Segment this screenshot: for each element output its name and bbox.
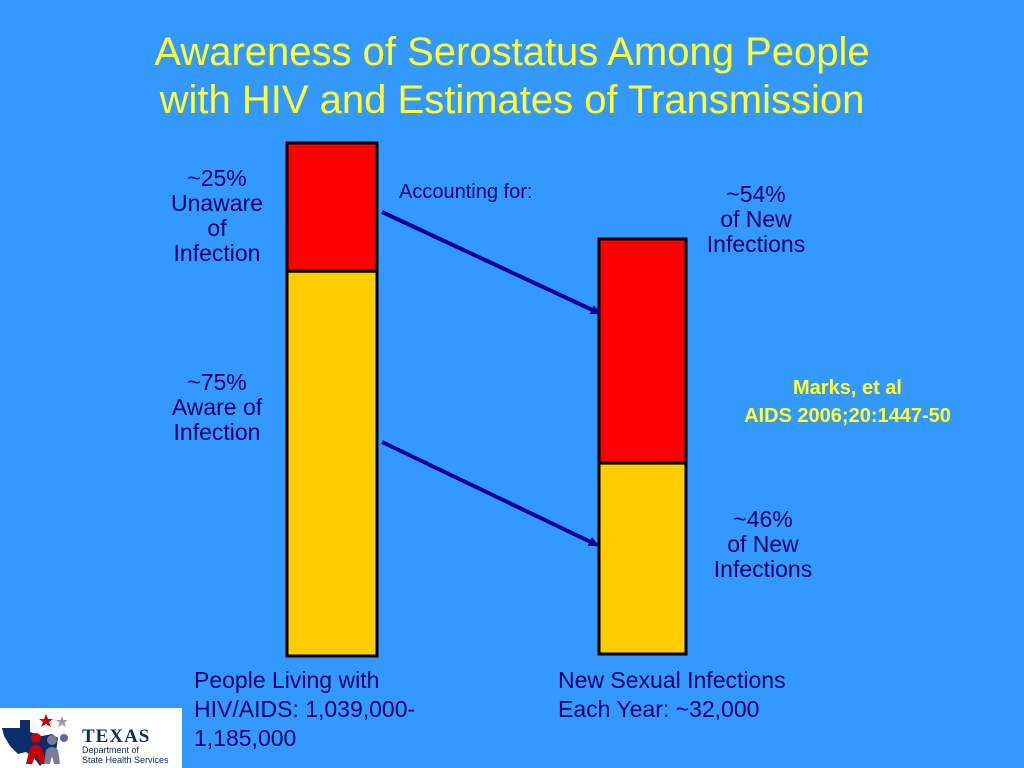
logo-sub-line-1: Department of	[82, 745, 140, 755]
new-aware-percent: ~46%	[733, 506, 793, 532]
new-aware-text-infections: Infections	[713, 556, 813, 582]
slide-title: Awareness of Serostatus Among People wit…	[0, 28, 1024, 124]
bar-2-unaware-segment	[597, 237, 688, 465]
right-caption-line-1: New Sexual Infections	[558, 667, 786, 693]
aware-percent: ~75%	[187, 369, 247, 395]
left-caption-line-2: HIV/AIDS: 1,039,000-	[194, 696, 416, 722]
new-aware-text: of New	[727, 531, 799, 557]
unaware-percent: ~25%	[187, 165, 247, 191]
unaware-text: Unaware	[170, 190, 264, 216]
logo-department-text: Department of State Health Services	[82, 745, 169, 765]
left-caption-line-3: 1,185,000	[194, 725, 297, 751]
bar-2-aware-segment	[597, 461, 688, 656]
citation-journal: AIDS 2006;20:1447-50	[744, 405, 951, 427]
arrow-unaware	[381, 210, 601, 315]
new-aware-label: ~46% of New Infections	[697, 507, 829, 582]
right-caption-line-2: Each Year: ~32,000	[558, 696, 760, 722]
aware-label: ~75% Aware of Infection	[157, 370, 277, 445]
texas-dshs-logo: TEXAS Department of State Health Service…	[0, 708, 182, 768]
title-line-2: with HIV and Estimates of Transmission	[159, 78, 865, 122]
accounting-for-label: Accounting for:	[399, 181, 533, 203]
texas-state-icon	[2, 714, 68, 766]
new-unaware-percent: ~54%	[726, 181, 786, 207]
bar-1-aware-segment	[285, 269, 379, 658]
logo-sub-line-2: State Health Services	[82, 755, 169, 765]
new-unaware-text-infections: Infections	[706, 231, 806, 257]
citation: Marks, et al AIDS 2006;20:1447-50	[705, 374, 990, 430]
unaware-text-infection: Infection	[173, 240, 261, 266]
citation-author: Marks, et al	[793, 377, 902, 399]
right-bar-caption: New Sexual Infections Each Year: ~32,000	[558, 666, 786, 724]
aware-text-infection: Infection	[173, 419, 261, 445]
left-bar-caption: People Living with HIV/AIDS: 1,039,000- …	[194, 666, 415, 753]
bar-1-unaware-segment	[285, 141, 379, 273]
left-caption-line-1: People Living with	[194, 667, 380, 693]
logo-texas-text: TEXAS	[82, 726, 151, 747]
new-unaware-label: ~54% of New Infections	[690, 182, 822, 257]
aware-text: Aware of	[171, 394, 263, 420]
title-line-1: Awareness of Serostatus Among People	[154, 30, 870, 74]
arrow-aware	[381, 440, 599, 547]
unaware-text-of: of	[207, 215, 227, 241]
unaware-label: ~25% Unaware of Infection	[157, 166, 277, 266]
new-unaware-text: of New	[720, 206, 792, 232]
